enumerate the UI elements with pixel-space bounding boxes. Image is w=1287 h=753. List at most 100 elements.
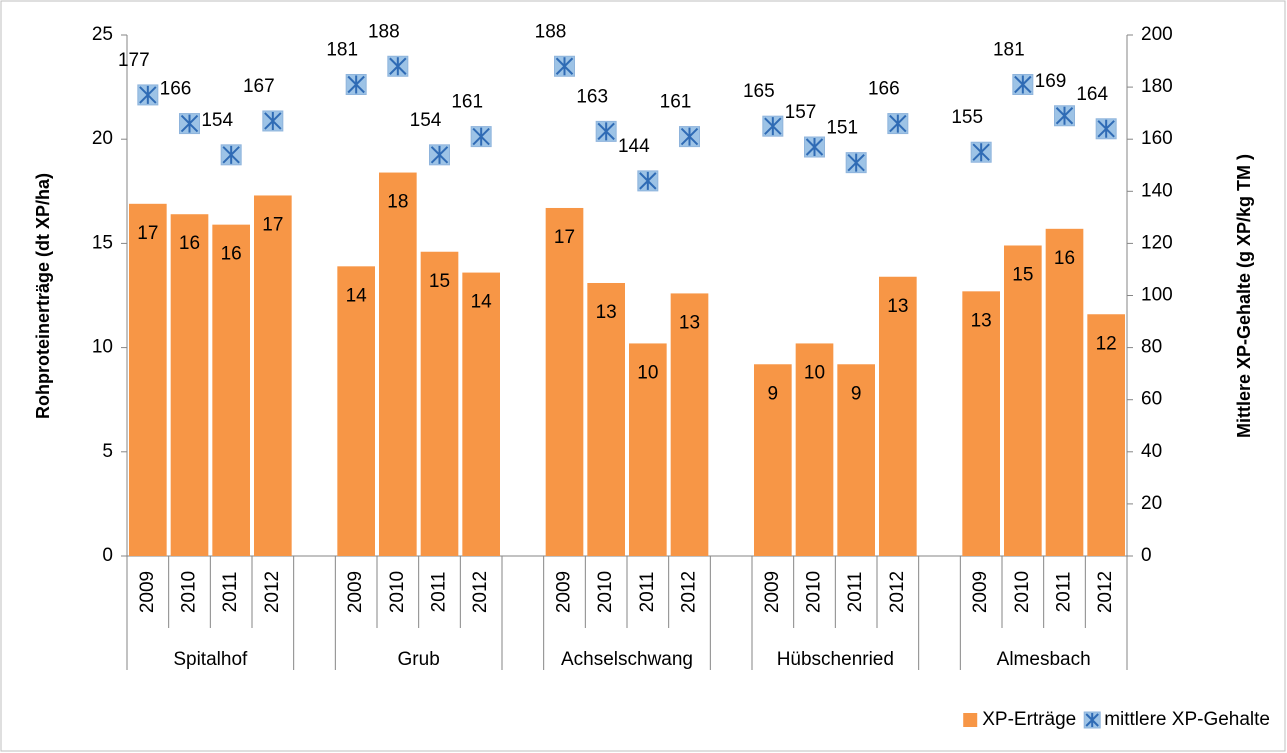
data-label: 17 <box>137 223 158 244</box>
marker <box>345 73 367 95</box>
bar <box>254 195 292 556</box>
marker <box>262 110 284 132</box>
y-tick-label: 25 <box>92 24 113 45</box>
data-label: 166 <box>868 79 900 100</box>
data-label: 15 <box>1012 264 1033 285</box>
marker <box>1012 73 1034 95</box>
y2-tick-label: 100 <box>1141 285 1173 306</box>
marker-star <box>972 143 990 162</box>
data-label: 154 <box>410 110 442 131</box>
data-label: 14 <box>346 285 368 306</box>
bar <box>462 272 500 556</box>
marker-star <box>555 57 574 76</box>
marker <box>845 152 867 174</box>
y-tick-label: 15 <box>92 232 113 253</box>
marker-star <box>139 85 157 104</box>
data-label: 161 <box>660 92 692 113</box>
bar <box>1045 228 1084 556</box>
bar <box>170 214 209 556</box>
data-label: 161 <box>451 92 483 113</box>
group-label: Hübschenried <box>777 649 894 670</box>
bar <box>420 251 459 556</box>
group-label: Almesbach <box>997 649 1091 670</box>
marker <box>1095 118 1117 140</box>
data-label: 13 <box>887 296 908 317</box>
marker-star <box>347 75 365 94</box>
data-label: 157 <box>785 102 817 123</box>
x-tick-label: 2011 <box>429 572 450 613</box>
x-tick-label: 2010 <box>387 571 408 613</box>
y2-tick-label: 120 <box>1141 232 1173 253</box>
bar <box>337 266 375 556</box>
bar <box>379 172 417 556</box>
marker-star <box>430 145 449 164</box>
y2-tick-label: 40 <box>1141 441 1162 462</box>
marker-star <box>264 111 282 130</box>
marker <box>470 126 492 148</box>
y2-tick-label: 0 <box>1141 545 1152 566</box>
y2-tick-label: 180 <box>1141 76 1173 97</box>
data-label: 188 <box>368 21 400 42</box>
legend-label: mittlere XP-Gehalte <box>1104 709 1270 730</box>
x-tick-label: 2011 <box>1054 572 1075 613</box>
data-label: 155 <box>951 107 983 128</box>
marker-star <box>180 114 199 133</box>
marker-star <box>1014 75 1032 94</box>
marker-star <box>889 114 907 133</box>
x-tick-label: 2011 <box>845 572 866 613</box>
marker <box>887 113 909 135</box>
marker <box>679 126 700 148</box>
data-label: 18 <box>387 192 408 213</box>
marker <box>970 141 992 163</box>
data-label: 164 <box>1076 84 1108 105</box>
marker-star <box>639 171 657 190</box>
marker <box>637 170 659 192</box>
data-label: 181 <box>326 40 358 61</box>
data-label: 9 <box>768 383 779 404</box>
y2-tick-label: 80 <box>1141 337 1162 358</box>
marker-star <box>1055 106 1074 125</box>
data-label: 10 <box>804 362 825 383</box>
x-tick-label: 2010 <box>804 571 825 613</box>
marker-star <box>472 127 490 146</box>
marker-star <box>222 145 240 164</box>
bar <box>587 282 625 556</box>
bar <box>795 343 834 556</box>
marker <box>220 144 242 166</box>
x-tick-label: 2010 <box>595 571 616 613</box>
marker-star <box>764 117 782 136</box>
bar <box>629 343 667 556</box>
y-tick-label: 0 <box>102 545 113 566</box>
marker-star <box>805 138 824 157</box>
marker-star <box>680 127 699 146</box>
legend-label: XP-Erträge <box>982 709 1076 730</box>
data-label: 181 <box>993 40 1025 61</box>
data-label: 163 <box>576 86 608 107</box>
y2-tick-label: 140 <box>1141 180 1173 201</box>
data-label: 12 <box>1096 333 1117 354</box>
data-label: 167 <box>243 76 275 97</box>
bar <box>962 291 1000 556</box>
y-tick-label: 5 <box>102 441 113 462</box>
x-tick-label: 2011 <box>637 572 658 613</box>
marker <box>179 113 200 135</box>
data-label: 17 <box>554 227 575 248</box>
marker <box>137 84 159 106</box>
marker <box>804 136 825 158</box>
data-label: 154 <box>201 110 233 131</box>
y2-tick-label: 200 <box>1141 24 1173 45</box>
bar <box>212 224 250 557</box>
marker <box>387 55 409 77</box>
x-tick-label: 2011 <box>220 572 241 613</box>
data-label: 144 <box>618 136 650 157</box>
data-label: 16 <box>179 233 200 254</box>
y2-axis-label: Mittlere XP-Gehalte (g XP/kg TM ) <box>1234 154 1254 438</box>
y-tick-label: 20 <box>92 128 113 149</box>
marker-star <box>847 153 865 172</box>
y-axis-label: Rohproteinerträge (dt XP/ha) <box>33 173 53 419</box>
legend-star <box>1085 713 1099 727</box>
data-label: 15 <box>429 271 450 292</box>
y-tick-label: 10 <box>92 337 113 358</box>
data-label: 16 <box>1054 248 1075 269</box>
